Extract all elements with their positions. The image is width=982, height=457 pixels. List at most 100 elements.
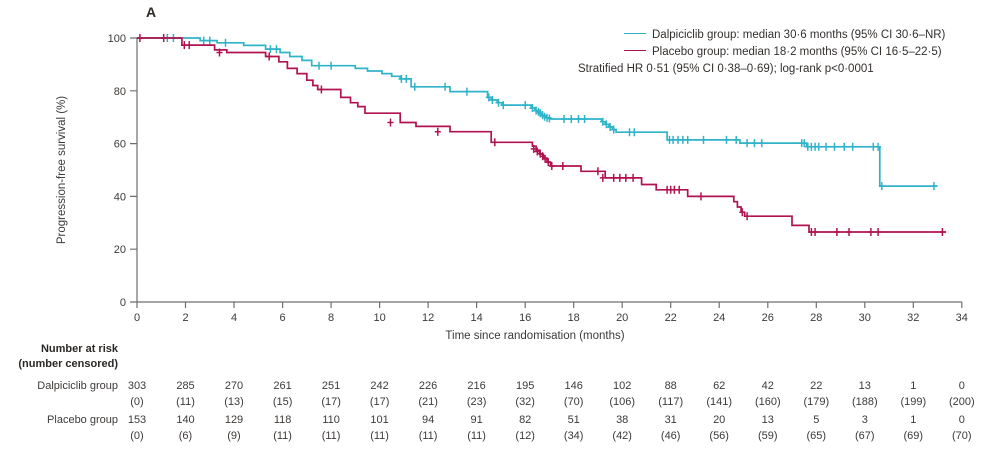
censored-count: (200): [948, 396, 975, 408]
censored-count: (67): [855, 430, 875, 442]
x-tick-label: 14: [470, 312, 482, 324]
censored-count: (12): [515, 430, 535, 442]
censored-count: (11): [176, 396, 195, 408]
y-tick-label: 80: [114, 86, 126, 98]
risk-row-label-placebo: Placebo group: [47, 414, 118, 426]
x-tick-label: 18: [568, 312, 580, 324]
at-risk-count: 285: [176, 380, 195, 392]
risk-table-header-2: (number censored): [18, 358, 118, 370]
legend-item-placebo: Placebo group: median 18·2 months (95% C…: [624, 46, 942, 58]
censored-count: (42): [612, 430, 632, 442]
y-tick-label: 20: [114, 244, 126, 256]
x-tick-label: 12: [422, 312, 434, 324]
legend-stratified-hr: Stratified HR 0·51 (95% CI 0·38–0·69); l…: [578, 63, 874, 75]
legend-dalpiciclib-text: Dalpiciclib group: median 30·6 months (9…: [652, 29, 946, 41]
dalpiciclib-line-swatch: [624, 33, 646, 35]
censored-count: (11): [321, 430, 341, 442]
censored-count: (59): [758, 430, 778, 442]
at-risk-count: 1: [910, 380, 917, 392]
risk-row-label-dalpiciclib: Dalpiciclib group: [37, 380, 118, 392]
y-tick-label: 60: [114, 139, 126, 151]
at-risk-count: 216: [467, 380, 486, 392]
censored-count: (13): [224, 396, 244, 408]
at-risk-count: 261: [273, 380, 292, 392]
at-risk-count: 226: [418, 380, 438, 392]
at-risk-count: 1: [910, 414, 917, 426]
x-tick-label: 28: [810, 312, 822, 324]
y-tick-label: 100: [108, 33, 126, 45]
at-risk-count: 102: [613, 380, 632, 392]
censored-count: (34): [563, 430, 584, 442]
placebo-survival-curve: [137, 37, 947, 233]
censored-count: (11): [467, 430, 486, 442]
at-risk-count: 118: [273, 414, 292, 426]
x-tick-label: 26: [762, 312, 774, 324]
at-risk-count: 5: [813, 414, 820, 426]
stratified-hr-text: Stratified HR 0·51 (95% CI 0·38–0·69); l…: [578, 63, 874, 75]
at-risk-count: 195: [516, 380, 535, 392]
censored-count: (141): [706, 396, 733, 408]
censored-count: (0): [130, 396, 144, 408]
risk-table-header-1: Number at risk: [40, 343, 118, 355]
at-risk-count: 31: [664, 414, 677, 426]
x-axis-title: Time since randomisation (months): [445, 330, 625, 342]
censored-count: (117): [658, 396, 684, 408]
x-tick-label: 10: [373, 312, 385, 324]
censored-count: (21): [418, 396, 438, 408]
censored-count: (46): [660, 430, 681, 442]
x-tick-label: 0: [134, 312, 140, 324]
at-risk-count: 129: [224, 414, 244, 426]
censored-count: (188): [851, 396, 878, 408]
censored-count: (17): [369, 396, 390, 408]
at-risk-count: 303: [127, 380, 147, 392]
at-risk-count: 38: [616, 414, 629, 426]
censored-count: (11): [370, 430, 389, 442]
at-risk-count: 153: [127, 414, 147, 426]
at-risk-count: 3: [861, 414, 868, 426]
x-tick-label: 24: [713, 312, 725, 324]
at-risk-count: 110: [322, 414, 340, 426]
censored-count: (15): [272, 396, 293, 408]
at-risk-count: 62: [713, 380, 726, 392]
legend-placebo-text: Placebo group: median 18·2 months (95% C…: [652, 46, 942, 58]
censored-count: (65): [806, 430, 827, 442]
x-tick-label: 30: [859, 312, 871, 324]
at-risk-count: 270: [224, 380, 244, 392]
censored-count: (11): [273, 430, 292, 442]
x-tick-label: 22: [665, 312, 677, 324]
x-tick-label: 32: [907, 312, 919, 324]
censored-count: (11): [418, 430, 438, 442]
axes: [130, 37, 963, 308]
censored-count: (0): [130, 430, 144, 442]
at-risk-count: 0: [958, 414, 965, 426]
censored-count: (17): [321, 396, 341, 408]
at-risk-count: 242: [370, 380, 389, 392]
at-risk-count: 146: [564, 380, 583, 392]
censored-count: (32): [515, 396, 535, 408]
x-tick-label: 8: [328, 312, 334, 324]
y-tick-label: 0: [120, 297, 126, 309]
censored-count: (9): [227, 430, 241, 442]
at-risk-count: 140: [176, 414, 195, 426]
at-risk-count: 91: [470, 414, 483, 426]
x-tick-label: 20: [616, 312, 628, 324]
censored-count: (70): [952, 430, 972, 442]
censored-count: (106): [609, 396, 636, 408]
at-risk-count: 94: [421, 414, 435, 426]
placebo-censor-marks: [136, 34, 946, 236]
censored-count: (160): [754, 396, 781, 408]
at-risk-count: 101: [370, 414, 389, 426]
at-risk-count: 22: [810, 380, 823, 392]
censored-count: (69): [903, 430, 924, 442]
x-tick-label: 6: [280, 312, 286, 324]
censored-count: (23): [466, 396, 487, 408]
at-risk-count: 42: [761, 380, 774, 392]
at-risk-count: 251: [321, 380, 341, 392]
censored-count: (56): [709, 430, 729, 442]
at-risk-count: 13: [858, 380, 871, 392]
x-tick-label: 34: [956, 312, 968, 324]
censored-count: (70): [563, 396, 584, 408]
at-risk-count: 51: [567, 414, 580, 426]
